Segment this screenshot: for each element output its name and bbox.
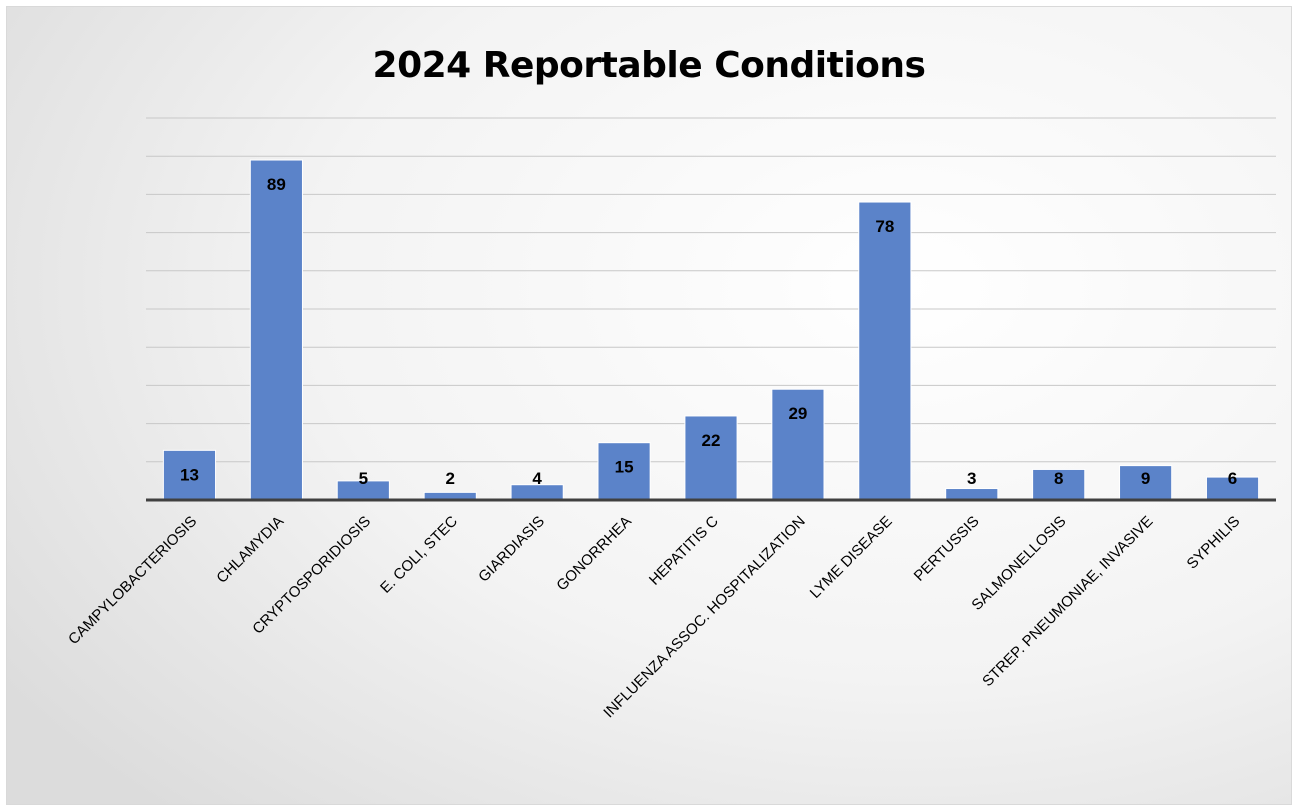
bar (684, 415, 738, 501)
data-label: 3 (967, 469, 976, 488)
bar (1119, 465, 1173, 501)
category-label: CAMPYLOBACTERIOSIS (65, 513, 200, 648)
bar (249, 159, 303, 501)
category-label: SYPHILIS (1184, 513, 1244, 573)
category-label: GIARDIASIS (475, 513, 548, 586)
chart-frame: 2024 Reportable Conditions (6, 6, 1292, 805)
data-label: 13 (180, 465, 199, 484)
category-label: GONORRHEA (553, 513, 635, 595)
data-label: 8 (1054, 469, 1063, 488)
data-label: 6 (1228, 469, 1237, 488)
data-label: 4 (532, 469, 542, 488)
chart-title: 2024 Reportable Conditions (372, 45, 926, 86)
data-label: 5 (359, 469, 368, 488)
data-label: 2 (445, 469, 454, 488)
bar (945, 488, 999, 501)
data-label: 78 (875, 217, 894, 236)
category-label: STREP. PNEUMONIAE, INVASIVE (979, 513, 1156, 690)
category-label: HEPATITIS C (646, 513, 722, 589)
bar (858, 201, 912, 501)
data-label: 29 (788, 404, 807, 423)
category-label: SALMONELLOSIS (968, 513, 1069, 614)
category-label: E. COLI, STEC (377, 513, 461, 597)
data-label: 22 (702, 431, 721, 450)
category-label: CHLAMYDIA (213, 513, 287, 587)
category-label: PERTUSSIS (911, 513, 983, 585)
data-label: 15 (615, 458, 634, 477)
data-label: 89 (267, 175, 286, 194)
data-label: 9 (1141, 469, 1150, 488)
category-label: INFLUENZA ASSOC. HOSPITALIZATION (600, 513, 808, 721)
category-label: LYME DISEASE (807, 513, 896, 602)
